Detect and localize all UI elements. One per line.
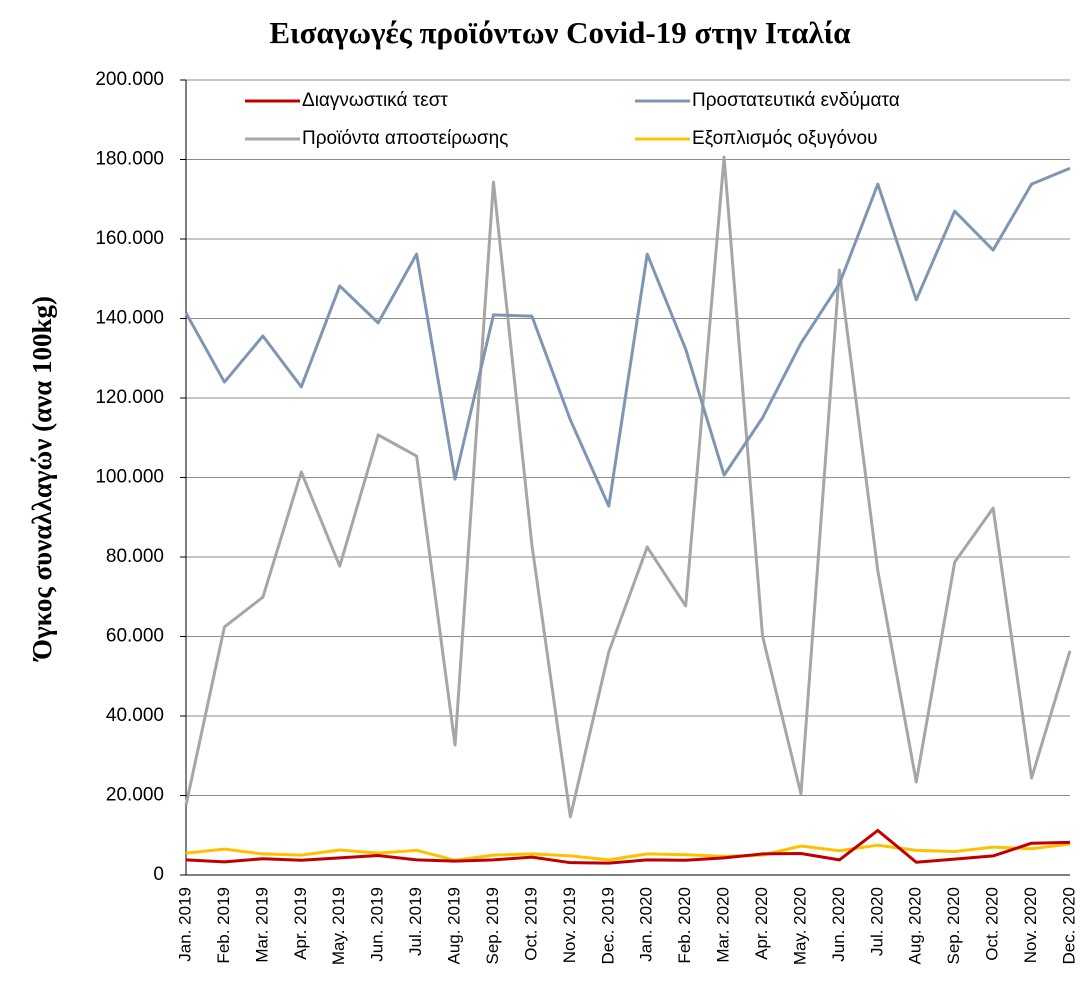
x-tick-label: Sep. 2020 — [944, 887, 963, 965]
legend-label: Διαγνωστικά τεστ — [302, 90, 448, 111]
y-tick-label: 100.000 — [95, 467, 164, 488]
x-tick-label: Nov. 2020 — [1021, 887, 1040, 963]
legend-label: Προστατευτικά ενδύματα — [692, 90, 900, 111]
x-tick-label: Oct. 2019 — [521, 887, 540, 961]
x-tick-label: Feb. 2020 — [675, 887, 694, 964]
x-tick-label: May. 2019 — [329, 887, 348, 965]
y-tick-label: 80.000 — [106, 546, 164, 567]
legend-label: Εξοπλισμός οξυγόνου — [692, 128, 877, 149]
y-tick-label: 180.000 — [95, 149, 164, 170]
legend-label: Προϊόντα αποστείρωσης — [302, 128, 508, 149]
x-tick-label: Jul. 2019 — [406, 887, 425, 956]
y-tick-label: 120.000 — [95, 387, 164, 408]
x-tick-label: May. 2020 — [790, 887, 809, 965]
y-tick-label: 60.000 — [106, 626, 164, 647]
x-tick-label: Feb. 2019 — [214, 887, 233, 964]
y-tick-label: 200.000 — [95, 69, 164, 90]
y-tick-label: 140.000 — [95, 308, 164, 329]
y-tick-label: 40.000 — [106, 705, 164, 726]
x-tick-label: Dec. 2020 — [1059, 887, 1078, 965]
y-tick-label: 160.000 — [95, 228, 164, 249]
x-tick-label: Aug. 2019 — [445, 887, 464, 965]
x-tick-label: Nov. 2019 — [560, 887, 579, 963]
series-line — [185, 828, 1071, 865]
x-tick-label: Oct. 2020 — [983, 887, 1002, 961]
y-tick-label: 0 — [153, 864, 164, 885]
x-tick-label: Jun. 2020 — [829, 887, 848, 962]
series-line — [185, 842, 1071, 862]
x-tick-label: Dec. 2019 — [598, 887, 617, 965]
y-axis-label: Όγκος συναλλαγών (ανα 100kg) — [27, 296, 57, 662]
x-tick-label: Jan. 2019 — [175, 887, 194, 962]
x-tick-label: Jan. 2020 — [637, 887, 656, 962]
x-tick-label: Mar. 2019 — [252, 887, 271, 963]
x-tick-label: Apr. 2019 — [291, 887, 310, 960]
x-tick-label: Aug. 2020 — [906, 887, 925, 965]
x-tick-label: Apr. 2020 — [752, 887, 771, 960]
x-tick-label: Mar. 2020 — [714, 887, 733, 963]
y-tick-label: 20.000 — [106, 785, 164, 806]
chart-title: Εισαγωγές προϊόντων Covid-19 στην Ιταλία — [269, 15, 850, 50]
x-tick-label: Jun. 2019 — [368, 887, 387, 962]
series-line — [184, 166, 1071, 508]
x-tick-label: Jul. 2020 — [867, 887, 886, 956]
x-tick-label: Sep. 2019 — [483, 887, 502, 965]
series-line — [184, 155, 1072, 819]
